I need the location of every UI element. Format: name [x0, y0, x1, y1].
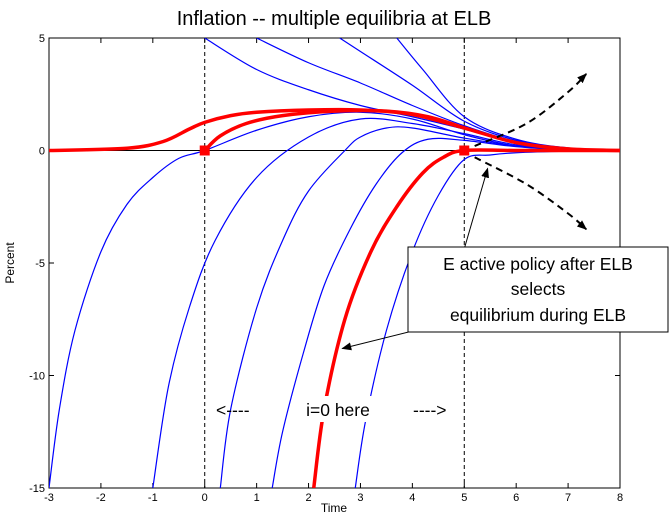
elb-annotation: <---- i=0 here ---->: [216, 396, 447, 422]
y-tick-label: -10: [29, 371, 45, 383]
equilibrium-marker: [199, 145, 210, 156]
policy-annotation-box: E active policy after ELB selects equili…: [407, 246, 669, 333]
y-axis-label: Percent: [3, 242, 17, 284]
red-equilibrium-path: [203, 108, 465, 152]
x-tick-label: -3: [44, 492, 54, 504]
equilibrium-markers: [199, 145, 470, 156]
x-tick-label: 8: [617, 492, 623, 504]
equilibrium-marker: [459, 145, 470, 156]
dashed-divergence-arrow: [474, 156, 588, 231]
blue-solution-path: [271, 137, 620, 488]
x-tick-label: 1: [254, 492, 260, 504]
x-tick-label: -2: [96, 492, 106, 504]
blue-solution-path: [219, 126, 620, 488]
elb-label-background: [292, 396, 384, 422]
x-tick-label: 2: [305, 492, 311, 504]
blue-solution-path: [152, 117, 620, 488]
x-tick-labels: -3 -2 -1 0 1 2 3 4 5 6 7 8: [44, 492, 623, 504]
chart-title: Inflation -- multiple equilibria at ELB: [177, 8, 492, 30]
plot-area: [48, 37, 621, 489]
x-tick-label: 5: [461, 492, 467, 504]
elb-right-arrow-text: ---->: [413, 400, 447, 420]
y-tick-label: 0: [39, 146, 45, 158]
x-tick-label: 4: [409, 492, 415, 504]
red-equilibrium-path: [49, 107, 620, 153]
x-tick-label: 6: [513, 492, 519, 504]
x-axis-label: Time: [321, 501, 348, 515]
dashed-divergence-arrow: [474, 73, 587, 147]
blue-solution-path: [49, 111, 620, 488]
elb-left-arrow-text: <----: [216, 400, 250, 420]
policy-box-line-1: E active policy after ELB: [443, 254, 633, 274]
y-tick-label: 5: [39, 33, 45, 45]
y-tick-labels: 5 0 -5 -10 -15: [29, 33, 45, 495]
y-tick-label: -5: [35, 258, 45, 270]
x-tick-label: 7: [565, 492, 571, 504]
blue-solution-path: [204, 38, 620, 152]
x-tick-label: -1: [148, 492, 158, 504]
y-tick-label: -15: [29, 483, 45, 495]
red-equilibrium-path: [312, 148, 620, 488]
blue-solution-path: [396, 38, 620, 152]
series-lines: [49, 38, 620, 488]
elb-label: i=0 here: [306, 400, 370, 420]
policy-box-line-3: equilibrium during ELB: [450, 305, 626, 325]
blue-solution-path: [256, 38, 620, 152]
policy-box-frame: [407, 246, 669, 333]
x-tick-label: 3: [357, 492, 363, 504]
policy-box-line-2: selects: [511, 279, 566, 299]
x-tick-label: 0: [202, 492, 208, 504]
